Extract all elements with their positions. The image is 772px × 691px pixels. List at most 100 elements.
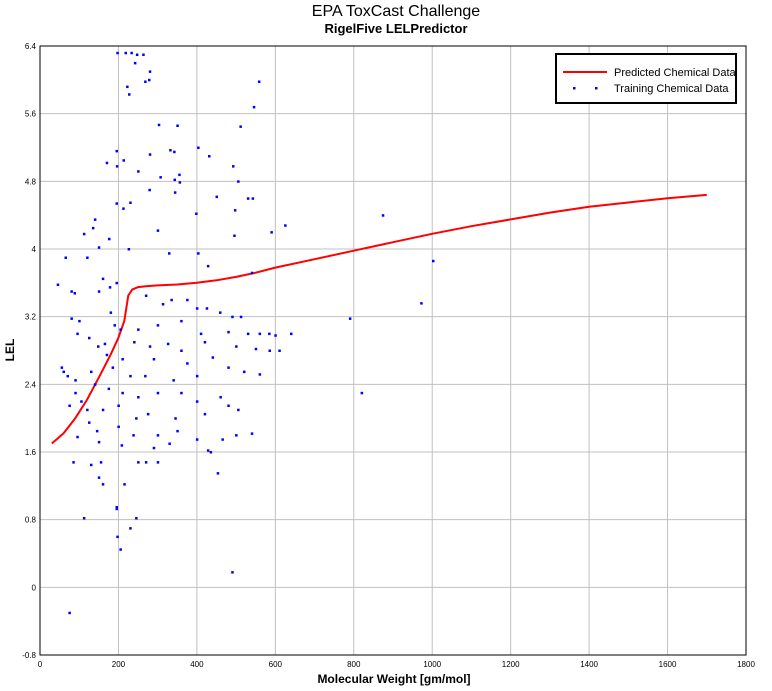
training-data-point xyxy=(239,125,242,128)
y-axis-label: LEL xyxy=(3,339,17,362)
training-data-point xyxy=(129,527,132,530)
training-data-point xyxy=(115,202,118,205)
training-data-point xyxy=(78,319,81,323)
training-data-point xyxy=(91,226,95,230)
training-data-point xyxy=(180,319,183,323)
training-data-point xyxy=(115,281,118,285)
training-data-point xyxy=(117,404,120,407)
training-data-point xyxy=(274,334,277,337)
legend-label-predicted: Predicted Chemical Data xyxy=(614,67,737,79)
y-tick-label: 4.8 xyxy=(25,177,37,186)
legend-box xyxy=(555,53,737,104)
training-data-point xyxy=(180,391,183,395)
training-data-point xyxy=(148,78,151,82)
training-data-point xyxy=(135,517,138,520)
training-data-point xyxy=(235,345,238,348)
training-data-point xyxy=(135,53,139,56)
training-data-point xyxy=(156,391,160,395)
training-data-point xyxy=(80,400,83,403)
training-data-point xyxy=(221,438,224,441)
training-data-point xyxy=(144,374,147,378)
training-data-point xyxy=(66,374,69,378)
training-data-point xyxy=(161,303,165,306)
y-tick-label: 3.2 xyxy=(25,313,37,322)
training-data-point xyxy=(108,237,111,241)
training-data-point xyxy=(156,324,160,327)
x-axis-label: Molecular Weight [gm/mol] xyxy=(317,672,470,686)
training-data-point xyxy=(219,396,222,399)
training-data-point xyxy=(173,191,177,194)
training-data-point xyxy=(121,358,124,361)
training-data-point xyxy=(172,379,175,382)
training-data-point xyxy=(122,159,125,162)
training-data-point xyxy=(215,195,218,199)
training-data-point xyxy=(232,165,235,168)
training-data-point xyxy=(205,307,209,310)
training-data-point xyxy=(97,476,101,479)
x-tick-label: 600 xyxy=(269,660,283,669)
legend-label-training: Training Chemical Data xyxy=(614,83,729,95)
training-data-point xyxy=(233,234,236,237)
training-data-point xyxy=(268,332,271,336)
training-data-point xyxy=(56,283,60,286)
training-data-point xyxy=(64,256,67,259)
training-data-point xyxy=(227,366,230,369)
training-data-point xyxy=(348,317,352,320)
training-data-point xyxy=(116,535,119,539)
training-data-point xyxy=(90,370,93,374)
training-data-point xyxy=(135,417,138,420)
training-data-point xyxy=(111,366,115,369)
training-data-point xyxy=(290,332,293,336)
training-data-point xyxy=(270,231,273,234)
training-data-point xyxy=(93,218,97,221)
legend-dot-swatch-right xyxy=(595,87,598,90)
grid-layer xyxy=(40,46,746,655)
training-data-point xyxy=(195,400,199,403)
training-data-point xyxy=(199,332,203,336)
training-data-point xyxy=(137,396,140,399)
training-data-point xyxy=(148,345,152,348)
training-data-point xyxy=(239,315,243,319)
training-data-point xyxy=(68,404,71,407)
training-data-point xyxy=(211,356,215,359)
training-data-point xyxy=(186,362,189,365)
training-data-point xyxy=(257,80,261,83)
training-data-point xyxy=(156,434,160,437)
y-tick-label: 1.6 xyxy=(25,448,37,457)
training-data-point xyxy=(113,324,116,327)
training-data-point xyxy=(216,472,220,475)
training-data-point xyxy=(126,85,129,89)
training-data-point xyxy=(119,328,122,331)
y-tick-label: 5.6 xyxy=(25,110,37,119)
y-axis-ticks: -0.8 0 0.8 1.6 2.4 3.2 4 4.8 5.6 6.4 xyxy=(22,42,36,660)
training-data-point xyxy=(107,387,111,391)
training-data-point xyxy=(268,349,271,352)
training-data-point xyxy=(250,271,254,275)
training-data-point xyxy=(93,383,97,386)
training-data-point xyxy=(173,178,176,182)
training-data-point xyxy=(243,370,246,374)
x-tick-label: 1800 xyxy=(737,660,755,669)
training-data-point xyxy=(195,307,199,310)
training-data-point xyxy=(137,170,140,173)
training-data-point xyxy=(178,181,182,184)
training-data-point xyxy=(74,379,77,382)
x-tick-label: 1000 xyxy=(423,660,441,669)
x-tick-label: 0 xyxy=(38,660,43,669)
training-data-point xyxy=(258,332,262,336)
training-data-point xyxy=(152,446,156,450)
x-tick-label: 200 xyxy=(112,660,126,669)
y-tick-label: 2.4 xyxy=(25,380,37,389)
training-data-point xyxy=(381,214,385,217)
training-data-point xyxy=(231,571,234,574)
x-tick-label: 400 xyxy=(190,660,204,669)
training-data-point xyxy=(137,461,140,464)
training-data-point xyxy=(119,548,122,551)
training-data-point xyxy=(178,173,181,177)
training-data-point xyxy=(278,349,281,352)
training-data-point xyxy=(168,442,171,445)
training-data-point xyxy=(231,315,234,319)
training-data-point xyxy=(133,341,136,344)
training-data-point xyxy=(227,330,230,334)
